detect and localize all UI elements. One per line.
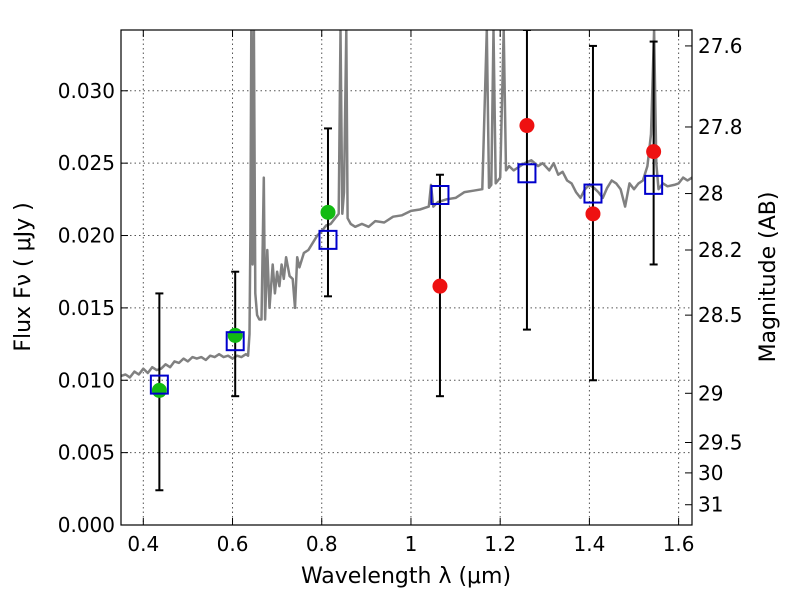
plot-frame — [120, 29, 693, 526]
model-bandpass-square — [149, 374, 169, 395]
y2-tick-label: 28.5 — [698, 303, 743, 327]
observed-point-green — [320, 204, 336, 220]
x-tick-label: 1.6 — [663, 532, 695, 556]
y2-tick-label: 28.2 — [698, 238, 743, 262]
y2-tick-label: 31 — [698, 493, 723, 517]
model-bandpass-square — [430, 185, 450, 205]
model-bandpass-square — [225, 331, 245, 352]
y-tick-label: 0.020 — [58, 224, 115, 248]
y2-axis-ticks: 27.6 27.8 28 28.2 28.5 29 29.5 30 31 — [685, 34, 743, 517]
observed-point-red — [519, 118, 535, 134]
model-bandpass-square — [517, 163, 537, 184]
x-axis-ticks: 0.4 0.6 0.8 1 1.2 1.4 1.6 — [127, 30, 695, 556]
x-tick-label: 1 — [405, 532, 418, 556]
observed-point-green — [151, 382, 167, 398]
y-axis-label: Flux Fν ( μJy ) — [11, 202, 36, 351]
grid-lines — [121, 30, 692, 526]
x-axis-label: Wavelength λ (μm) — [301, 564, 511, 589]
y-tick-label: 0.000 — [58, 513, 115, 537]
x-tick-label: 0.8 — [306, 532, 338, 556]
y-tick-label: 0.015 — [58, 296, 115, 320]
x-tick-label: 0.6 — [217, 532, 249, 556]
y2-tick-label: 30 — [698, 461, 723, 485]
y-tick-label: 0.030 — [58, 79, 115, 103]
y2-tick-label: 29.5 — [698, 431, 743, 455]
x-tick-label: 0.4 — [127, 532, 159, 556]
x-tick-label: 1.2 — [484, 532, 516, 556]
model-bandpass-square — [318, 229, 338, 250]
model-bandpass-square — [644, 174, 664, 195]
y-tick-label: 0.010 — [58, 368, 115, 392]
y2-tick-label: 27.8 — [698, 115, 743, 139]
observed-point-green — [227, 327, 243, 343]
observed-point-red — [646, 144, 662, 160]
y2-tick-label: 29 — [698, 381, 723, 405]
model-spectrum-line — [121, 30, 692, 379]
y-tick-label: 0.025 — [58, 151, 115, 175]
x-tick-label: 1.4 — [573, 532, 605, 556]
observed-point-red — [432, 278, 448, 294]
y-axis-ticks: 0.000 0.005 0.010 0.015 0.020 0.025 0.030 — [58, 79, 128, 537]
y2-tick-label: 27.6 — [698, 34, 743, 58]
model-bandpass-square — [583, 183, 603, 204]
y2-axis-label: Magnitude (AB) — [756, 192, 781, 363]
y-tick-label: 0.005 — [58, 441, 115, 465]
y2-tick-label: 28 — [698, 182, 723, 206]
markers — [149, 118, 664, 398]
observed-point-red — [585, 206, 601, 222]
error-bars — [155, 30, 658, 492]
